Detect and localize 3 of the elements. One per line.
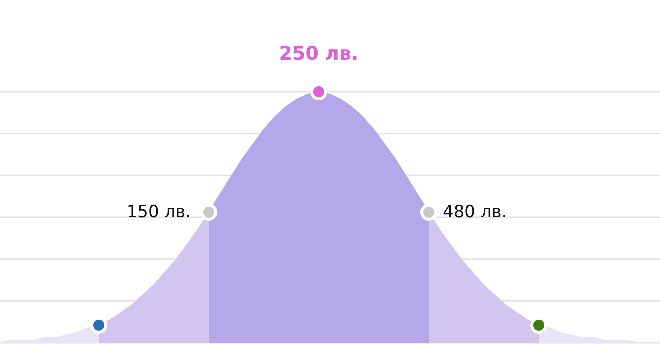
text: 250 лв. (279, 43, 359, 65)
annotation: 480 лв. (443, 202, 508, 222)
annotation: 150 лв. (126, 202, 191, 222)
